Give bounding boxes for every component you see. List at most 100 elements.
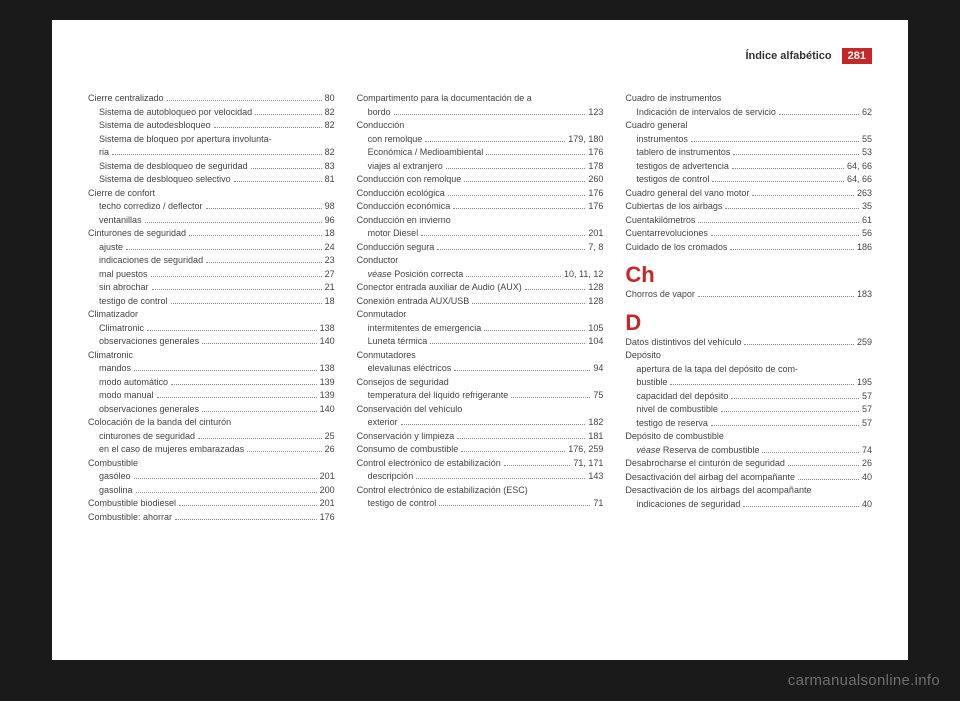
entry-page: 25 [325, 430, 335, 444]
index-subentry: gasóleo201 [88, 470, 335, 484]
index-entry: Conducción ecológica176 [357, 187, 604, 201]
leader-dots [698, 222, 859, 223]
entry-page: 82 [325, 146, 335, 160]
index-entry: Cuentarrevoluciones56 [625, 227, 872, 241]
entry-page: 24 [325, 241, 335, 255]
entry-page: 182 [588, 416, 603, 430]
entry-page: 179, 180 [568, 133, 603, 147]
entry-page: 10, 11, 12 [564, 268, 603, 282]
leader-dots [752, 195, 854, 196]
entry-label: testigos de control [636, 173, 709, 187]
entry-page: 263 [857, 187, 872, 201]
entry-page: 26 [862, 457, 872, 471]
entry-page: 83 [325, 160, 335, 174]
entry-page: 23 [325, 254, 335, 268]
leader-dots [439, 505, 590, 506]
index-subentry: exterior182 [357, 416, 604, 430]
index-entry: Control electrónico de estabilización71,… [357, 457, 604, 471]
index-subentry: nivel de combustible57 [625, 403, 872, 417]
index-entry: Desactivación de los airbags del acompañ… [625, 484, 872, 498]
index-subentry: indicaciones de seguridad40 [625, 498, 872, 512]
entry-page: 7, 8 [588, 241, 603, 255]
leader-dots [394, 114, 586, 115]
leader-dots [779, 114, 859, 115]
entry-label: Conducción segura [357, 241, 435, 255]
entry-label: con remolque [368, 133, 423, 147]
leader-dots [189, 235, 322, 236]
entry-label: intermitentes de emergencia [368, 322, 482, 336]
leader-dots [472, 303, 585, 304]
leader-dots [421, 235, 585, 236]
leader-dots [134, 478, 317, 479]
entry-page: 21 [325, 281, 335, 295]
entry-label: Climatronic [88, 349, 133, 363]
leader-dots [145, 222, 322, 223]
entry-label: indicaciones de seguridad [99, 254, 203, 268]
leader-dots [112, 154, 322, 155]
index-subentry: véase Posición correcta10, 11, 12 [357, 268, 604, 282]
index-entry: Cuadro general del vano motor263 [625, 187, 872, 201]
entry-page: 64, 66 [847, 173, 872, 187]
leader-dots [136, 492, 317, 493]
entry-label: bordo [368, 106, 391, 120]
leader-dots [721, 411, 859, 412]
index-entry: Climatizador [88, 308, 335, 322]
leader-dots [466, 276, 561, 277]
index-columns: Cierre centralizado80Sistema de autobloq… [88, 92, 872, 524]
entry-label: modo manual [99, 389, 154, 403]
leader-dots [167, 100, 322, 101]
index-entry: Conducción en invierno [357, 214, 604, 228]
entry-label: descripción [368, 470, 414, 484]
leader-dots [157, 397, 317, 398]
entry-label: testigo de control [99, 295, 168, 309]
entry-label: Conexión entrada AUX/USB [357, 295, 470, 309]
entry-page: 259 [857, 336, 872, 350]
entry-label: Conductor [357, 254, 399, 268]
entry-label: mandos [99, 362, 131, 376]
leader-dots [712, 181, 844, 182]
leader-dots [126, 249, 322, 250]
leader-dots [255, 114, 322, 115]
entry-label: Desactivación del airbag del acompañante [625, 471, 795, 485]
index-entry: Conducción [357, 119, 604, 133]
leader-dots [134, 370, 317, 371]
entry-page: 186 [857, 241, 872, 255]
section-letter: D [625, 312, 872, 334]
entry-label: ajuste [99, 241, 123, 255]
entry-label: Climatronic [99, 322, 144, 336]
entry-page: 64, 66 [847, 160, 872, 174]
index-entry: Combustible [88, 457, 335, 471]
index-subentry: observaciones generales140 [88, 335, 335, 349]
entry-page: 138 [320, 362, 335, 376]
entry-page: 200 [320, 484, 335, 498]
entry-page: 18 [325, 295, 335, 309]
index-subentry: descripción143 [357, 470, 604, 484]
entry-label: gasolina [99, 484, 133, 498]
index-subentry: con remolque 179, 180 [357, 133, 604, 147]
entry-page: 201 [320, 497, 335, 511]
leader-dots [198, 438, 322, 439]
index-subentry: elevalunas eléctricos94 [357, 362, 604, 376]
entry-label: sin abrochar [99, 281, 149, 295]
entry-page: 82 [325, 119, 335, 133]
index-entry: Climatronic [88, 349, 335, 363]
index-subentry: sin abrochar 21 [88, 281, 335, 295]
index-entry: Datos distintivos del vehículo259 [625, 336, 872, 350]
leader-dots [730, 249, 854, 250]
entry-page: 27 [325, 268, 335, 282]
leader-dots [733, 154, 859, 155]
index-subentry: testigos de advertencia64, 66 [625, 160, 872, 174]
leader-dots [691, 141, 859, 142]
leader-dots [670, 384, 854, 385]
column-1: Cierre centralizado80Sistema de autobloq… [88, 92, 335, 524]
leader-dots [504, 465, 571, 466]
leader-dots [453, 208, 585, 209]
index-subentry: ria82 [88, 146, 335, 160]
entry-label: Climatizador [88, 308, 138, 322]
index-entry: Conmutador [357, 308, 604, 322]
entry-label: nivel de combustible [636, 403, 718, 417]
index-entry: Cuadro de instrumentos [625, 92, 872, 106]
entry-page: 61 [862, 214, 872, 228]
leader-dots [425, 141, 565, 142]
index-entry: Conducción segura 7, 8 [357, 241, 604, 255]
